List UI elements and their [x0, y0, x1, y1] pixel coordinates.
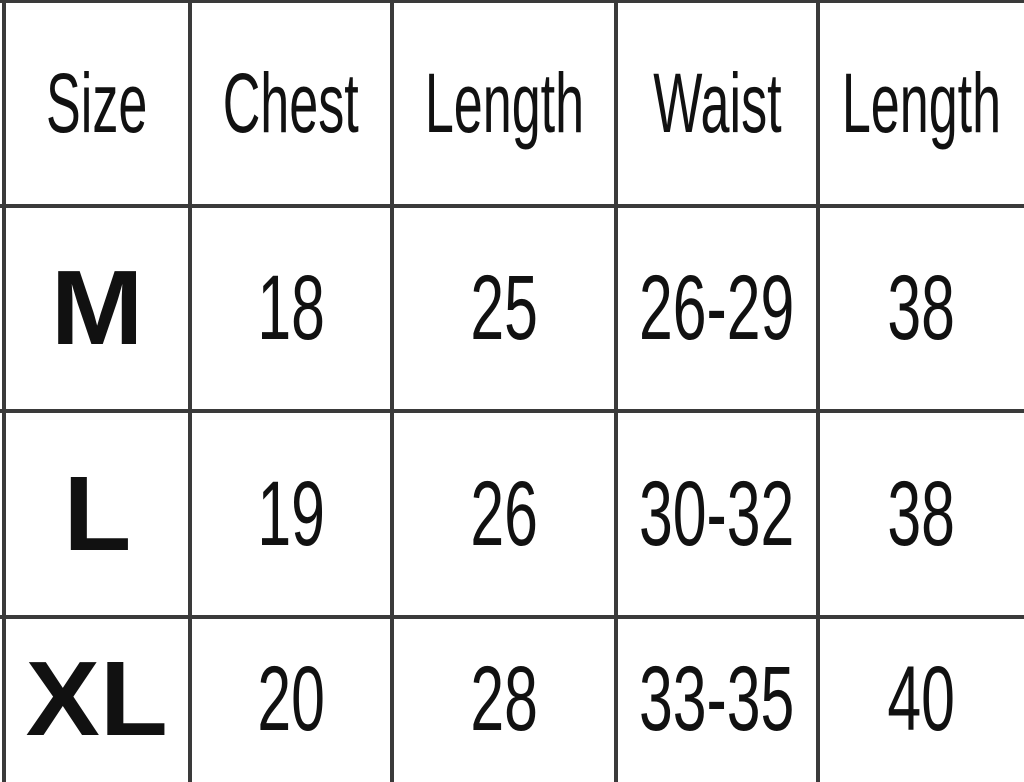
header-cell: Waist: [616, 1, 818, 206]
header-cell-text: Chest: [222, 56, 360, 150]
value-cell: 18: [190, 206, 392, 411]
value-cell: 19: [190, 411, 392, 617]
column-divider: [614, 0, 618, 782]
row-divider: [0, 615, 1024, 619]
header-cell-text: Length: [424, 56, 584, 150]
value-cell: 40: [818, 617, 1024, 782]
size-cell: L: [4, 411, 190, 617]
value-cell-text: 38: [887, 462, 955, 565]
value-cell-text: 30-32: [639, 462, 795, 565]
header-cell-text: Size: [46, 56, 148, 150]
column-divider: [816, 0, 820, 782]
value-cell: 30-32: [616, 411, 818, 617]
value-cell-text: 25: [470, 257, 538, 359]
size-cell-text: L: [63, 454, 131, 573]
value-cell: 38: [818, 411, 1024, 617]
value-cell: 26-29: [616, 206, 818, 411]
value-cell-text: 38: [887, 257, 955, 359]
value-cell: 38: [818, 206, 1024, 411]
header-cell: Size: [4, 1, 190, 206]
value-cell-text: 26-29: [639, 257, 795, 359]
size-cell: M: [4, 206, 190, 411]
value-cell-text: 19: [257, 462, 325, 565]
row-divider: [0, 204, 1024, 208]
value-cell: 25: [392, 206, 616, 411]
column-divider: [390, 0, 394, 782]
value-cell-text: 26: [470, 462, 538, 565]
value-cell-text: 20: [257, 648, 325, 750]
value-cell: 26: [392, 411, 616, 617]
value-cell-text: 28: [470, 648, 538, 750]
header-cell-text: Waist: [652, 56, 782, 150]
size-cell-text: XL: [25, 640, 169, 758]
value-cell-text: 40: [887, 648, 955, 750]
header-cell-text: Length: [841, 56, 1001, 150]
row-divider: [0, 409, 1024, 413]
value-cell: 28: [392, 617, 616, 782]
column-divider: [2, 0, 6, 782]
value-cell: 33-35: [616, 617, 818, 782]
header-cell: Length: [818, 1, 1024, 206]
column-divider: [188, 0, 192, 782]
size-cell: XL: [4, 617, 190, 782]
header-cell: Length: [392, 1, 616, 206]
value-cell: 20: [190, 617, 392, 782]
value-cell-text: 18: [257, 257, 325, 359]
value-cell-text: 33-35: [639, 648, 795, 750]
header-cell: Chest: [190, 1, 392, 206]
size-cell-text: M: [50, 249, 144, 367]
row-divider: [0, 0, 1024, 3]
